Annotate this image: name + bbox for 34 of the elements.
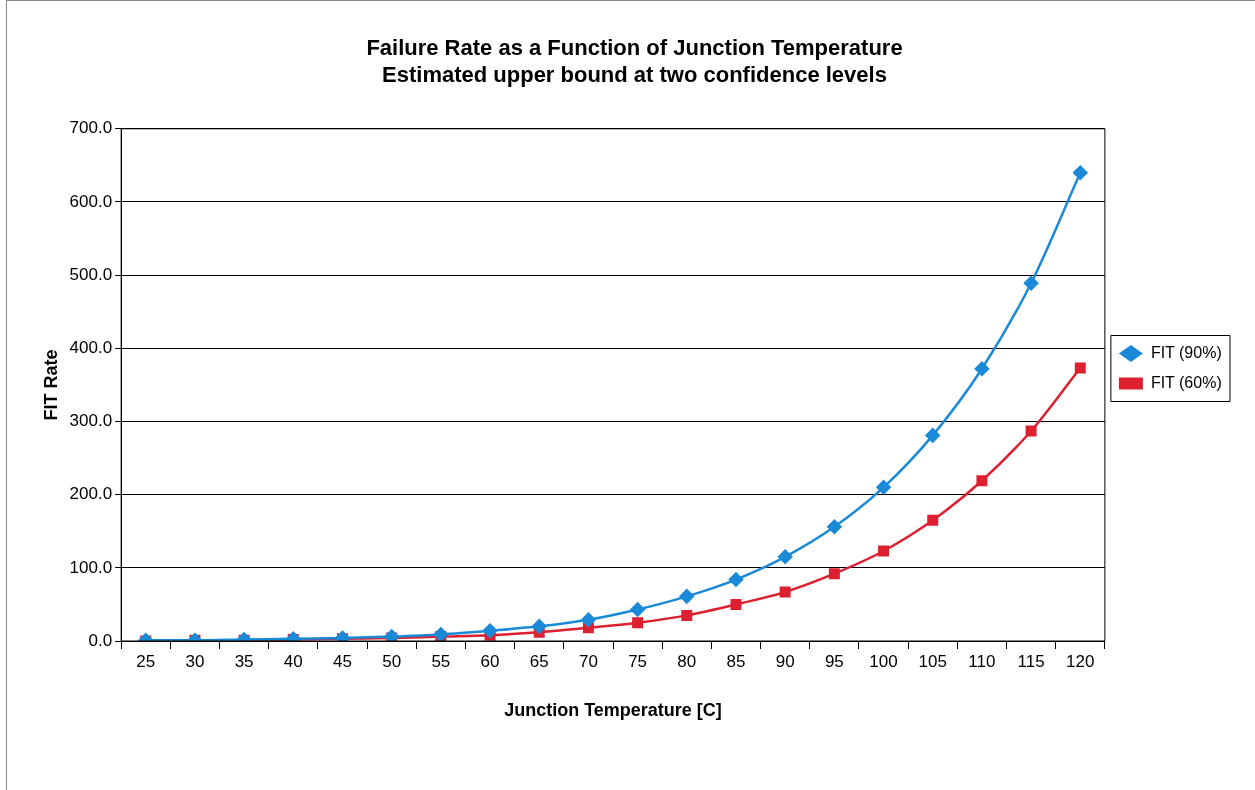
y-tick-label: 300.0 bbox=[69, 411, 113, 431]
x-tick-label: 55 bbox=[431, 651, 451, 671]
x-tick-label: 120 bbox=[1066, 651, 1095, 671]
x-tick-label: 75 bbox=[628, 651, 648, 671]
x-tick-label: 60 bbox=[480, 651, 500, 671]
legend-label: FIT (60%) bbox=[1150, 373, 1222, 391]
x-tick-label: 105 bbox=[918, 651, 947, 671]
y-tick-label: 0.0 bbox=[88, 630, 113, 650]
x-tick-label: 25 bbox=[136, 651, 156, 671]
y-tick-label: 600.0 bbox=[69, 191, 113, 211]
x-tick-label: 85 bbox=[726, 651, 746, 671]
x-tick-label: 30 bbox=[185, 651, 205, 671]
x-tick-label: 90 bbox=[775, 651, 795, 671]
x-tick-label: 45 bbox=[333, 651, 352, 671]
y-tick-label: 400.0 bbox=[69, 338, 113, 357]
x-tick-label: 95 bbox=[824, 651, 844, 671]
chart-subtitle: Estimated upper bound at two confidence levels bbox=[382, 61, 887, 87]
x-tick-label: 70 bbox=[578, 651, 598, 671]
y-tick-label: 500.0 bbox=[69, 264, 113, 284]
legend-label: FIT (90%) bbox=[1150, 343, 1222, 361]
x-tick-label: 35 bbox=[234, 651, 254, 671]
x-tick-label: 100 bbox=[869, 651, 898, 671]
y-axis-title: FIT Rate bbox=[40, 349, 61, 421]
x-axis-title: Junction Temperature [C] bbox=[504, 700, 722, 721]
x-tick-label: 50 bbox=[382, 651, 402, 671]
y-tick-label: 200.0 bbox=[69, 484, 113, 504]
x-tick-label: 115 bbox=[1017, 651, 1045, 671]
x-tick-label: 40 bbox=[283, 651, 303, 671]
chart-title: Failure Rate as a Function of Junction Temperature bbox=[366, 35, 903, 61]
x-tick-label: 80 bbox=[677, 651, 697, 671]
x-tick-label: 110 bbox=[968, 651, 996, 671]
y-tick-label: 100.0 bbox=[69, 557, 113, 577]
x-tick-label: 65 bbox=[529, 651, 549, 671]
y-tick-label: 700.0 bbox=[69, 118, 113, 138]
